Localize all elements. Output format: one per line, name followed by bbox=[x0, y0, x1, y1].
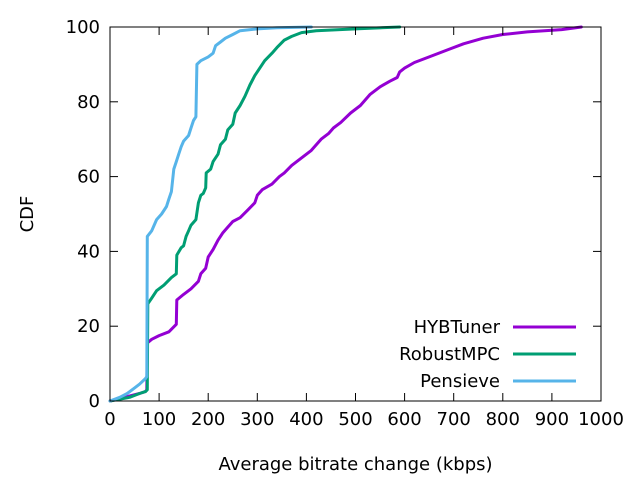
series-line-hybtuner bbox=[108, 25, 583, 403]
y-tick-label: 0 bbox=[89, 391, 100, 412]
x-tick-label: 500 bbox=[338, 409, 372, 430]
legend-label: RobustMPC bbox=[399, 344, 500, 365]
x-axis-title: Average bitrate change (kbps) bbox=[218, 454, 492, 475]
x-tick-label: 600 bbox=[387, 409, 421, 430]
y-tick-label: 40 bbox=[77, 241, 100, 262]
y-tick-label: 100 bbox=[66, 17, 100, 38]
axis-ticks: 0 100 200 300 400 500 600 700 800 900 1000 0 20 40 60 8… bbox=[66, 17, 624, 430]
chart-legend: HYBTuner RobustMPC Pensieve bbox=[399, 317, 576, 392]
x-tick-label: 200 bbox=[191, 409, 225, 430]
x-tick-label: 400 bbox=[289, 409, 323, 430]
x-tick-label: 0 bbox=[104, 409, 115, 430]
y-tick-label: 80 bbox=[77, 92, 100, 113]
series-line-robustmpc bbox=[108, 25, 402, 403]
x-tick-label: 100 bbox=[142, 409, 176, 430]
x-tick-label: 1000 bbox=[578, 409, 624, 430]
legend-label: HYBTuner bbox=[414, 317, 501, 338]
y-tick-label: 20 bbox=[77, 316, 100, 337]
series-line-pensieve bbox=[108, 25, 313, 403]
y-tick-label: 60 bbox=[77, 167, 100, 188]
legend-label: Pensieve bbox=[420, 371, 500, 392]
x-tick-label: 900 bbox=[535, 409, 569, 430]
x-tick-label: 700 bbox=[437, 409, 471, 430]
y-axis-title: CDF bbox=[17, 196, 38, 233]
plot-marks bbox=[108, 25, 583, 403]
x-tick-label: 800 bbox=[486, 409, 520, 430]
x-tick-label: 300 bbox=[240, 409, 274, 430]
